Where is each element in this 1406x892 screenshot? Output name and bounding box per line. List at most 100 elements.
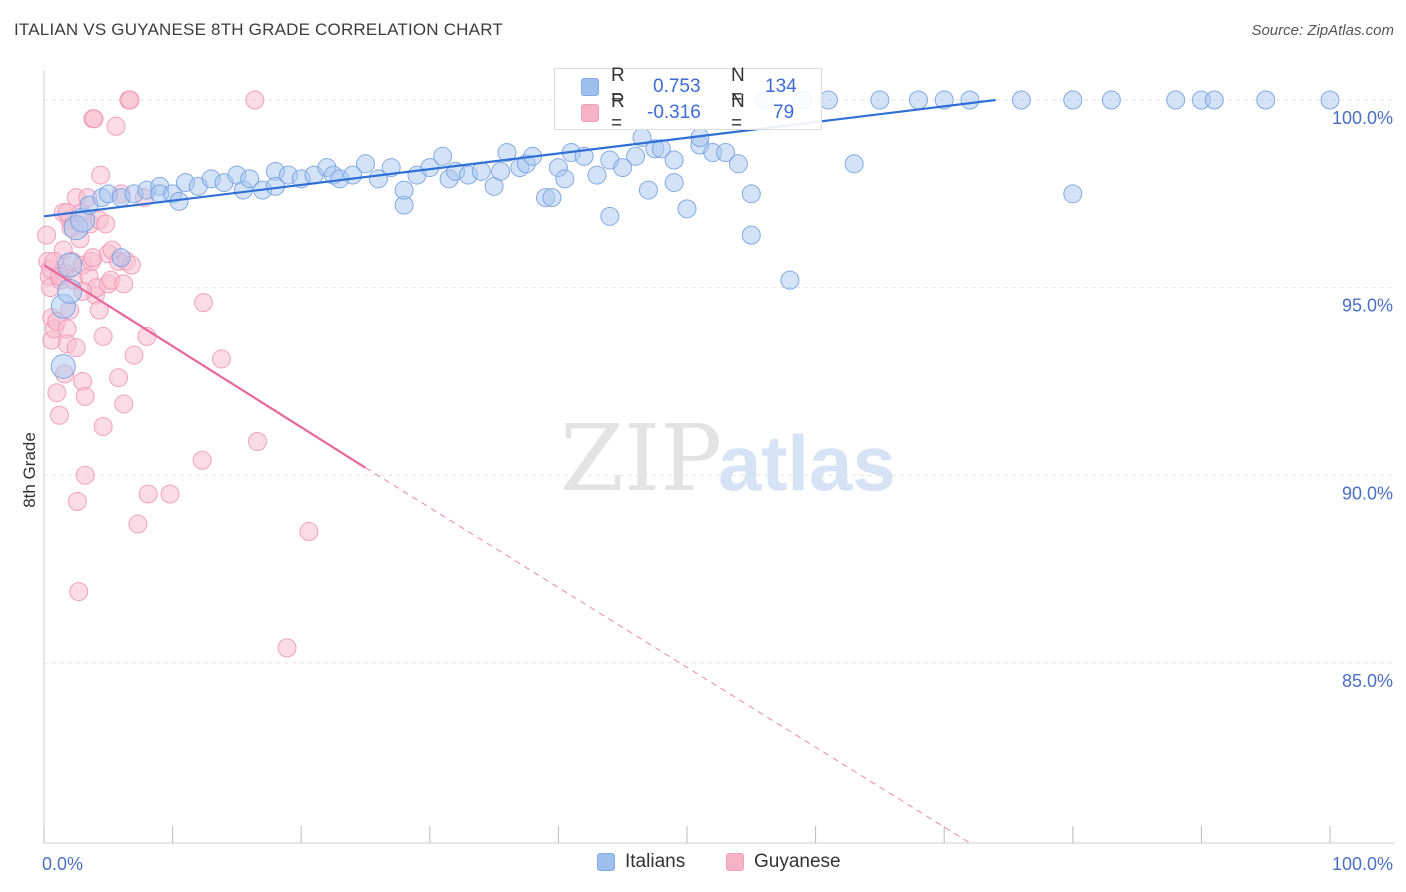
- guyanese-point: [96, 214, 116, 234]
- guyanese-point: [47, 383, 67, 403]
- x-tick-label: 100.0%: [1332, 854, 1393, 874]
- guyanese-trendline-extension: [365, 467, 971, 844]
- watermark-atlas: atlas: [718, 419, 896, 507]
- italian-point: [818, 90, 838, 110]
- guyanese-point: [128, 514, 148, 534]
- n-value: 79: [773, 102, 795, 123]
- series-italians: [50, 90, 1340, 379]
- guyanese-point: [106, 116, 126, 136]
- guyanese-point: [93, 416, 113, 436]
- guyanese-swatch: [581, 104, 599, 122]
- y-tick-label: 95.0%: [1342, 296, 1393, 316]
- guyanese-point: [247, 431, 267, 451]
- guyanese-point: [114, 274, 134, 294]
- italian-point: [1256, 90, 1276, 110]
- guyanese-point: [193, 293, 213, 313]
- guyanese-point: [211, 349, 231, 369]
- italian-point: [1166, 90, 1186, 110]
- italian-point: [433, 146, 453, 166]
- guyanese-trendline: [43, 264, 367, 469]
- legend-label-italians: Italians: [625, 851, 686, 872]
- guyanese-point: [245, 90, 265, 110]
- italian-point: [741, 184, 761, 204]
- watermark-zip: ZIP: [560, 405, 722, 512]
- y-tick-label: 90.0%: [1342, 483, 1393, 503]
- guyanese-point: [69, 582, 89, 602]
- guyanese-point: [91, 165, 111, 185]
- italian-point: [356, 154, 375, 174]
- italian-point: [1320, 90, 1340, 110]
- y-axis-title: 8th Grade: [20, 432, 39, 508]
- italian-point: [50, 353, 76, 379]
- r-label: R =: [611, 91, 625, 134]
- legend-label-guyanese: Guyanese: [754, 851, 841, 872]
- legend-item-guyanese[interactable]: Guyanese: [726, 851, 841, 873]
- tick-labels: 85.0% 90.0% 95.0% 100.0% 0.0% 100.0%: [42, 108, 1393, 874]
- italian-point: [934, 90, 954, 110]
- italian-point: [57, 252, 83, 278]
- italian-point: [1101, 90, 1121, 110]
- italian-point: [394, 180, 414, 200]
- italian-point: [677, 199, 697, 219]
- italian-point: [111, 248, 131, 268]
- italian-point: [780, 270, 800, 290]
- italian-point: [716, 143, 736, 163]
- italians-legend-swatch: [597, 853, 615, 871]
- axes: [43, 70, 1395, 844]
- guyanese-point: [84, 109, 104, 129]
- trendlines: [43, 98, 996, 844]
- guyanese-legend-swatch: [726, 853, 744, 871]
- guyanese-point: [75, 465, 95, 485]
- r-value: -0.316: [647, 102, 701, 123]
- italian-point: [542, 188, 562, 208]
- italian-point: [741, 225, 761, 245]
- italians-trendline: [43, 98, 996, 218]
- italian-point: [555, 169, 575, 189]
- italian-point: [57, 278, 83, 304]
- guyanese-point: [75, 386, 95, 406]
- guyanese-point: [138, 484, 158, 504]
- legend-item-italians[interactable]: Italians: [597, 851, 685, 873]
- source-label: Source: ZipAtlas.com: [1251, 22, 1394, 39]
- guyanese-point: [37, 225, 57, 245]
- italian-point: [664, 150, 684, 170]
- guyanese-point: [114, 394, 134, 414]
- n-value: 134: [765, 76, 797, 97]
- n-label: N =: [731, 65, 745, 108]
- guyanese-point: [192, 450, 212, 470]
- guyanese-point: [124, 345, 144, 365]
- guyanese-point: [66, 338, 86, 358]
- italian-point: [613, 158, 633, 178]
- y-tick-label: 100.0%: [1332, 108, 1393, 128]
- italian-point: [908, 90, 928, 110]
- italian-point: [844, 154, 864, 174]
- italian-point: [638, 180, 658, 200]
- stats-legend: R = 0.753 N = 134 R = -0.316 N = 79: [554, 65, 822, 134]
- italian-point: [870, 90, 890, 110]
- italian-point: [728, 154, 748, 174]
- italian-point: [497, 143, 517, 163]
- series-guyanese: [37, 90, 319, 658]
- guyanese-point: [120, 90, 140, 110]
- n-label: N =: [731, 91, 745, 134]
- y-tick-label: 85.0%: [1342, 671, 1393, 691]
- italian-point: [626, 146, 646, 166]
- r-label: R =: [611, 65, 625, 108]
- guyanese-point: [93, 326, 113, 346]
- italian-point: [600, 206, 620, 226]
- guyanese-point: [160, 484, 180, 504]
- italian-point: [1063, 184, 1083, 204]
- italian-point: [471, 161, 491, 181]
- guyanese-point: [277, 638, 297, 658]
- guyanese-point: [299, 522, 319, 542]
- guyanese-point: [49, 405, 69, 425]
- x-tick-label: 0.0%: [42, 854, 83, 874]
- italian-point: [1204, 90, 1224, 110]
- guyanese-point: [109, 368, 129, 388]
- guyanese-point: [67, 492, 87, 512]
- italian-point: [960, 90, 980, 110]
- chart-title: ITALIAN VS GUYANESE 8TH GRADE CORRELATIO…: [14, 20, 503, 39]
- italian-point: [664, 173, 684, 193]
- bottom-legend: Italians Guyanese: [0, 851, 1406, 879]
